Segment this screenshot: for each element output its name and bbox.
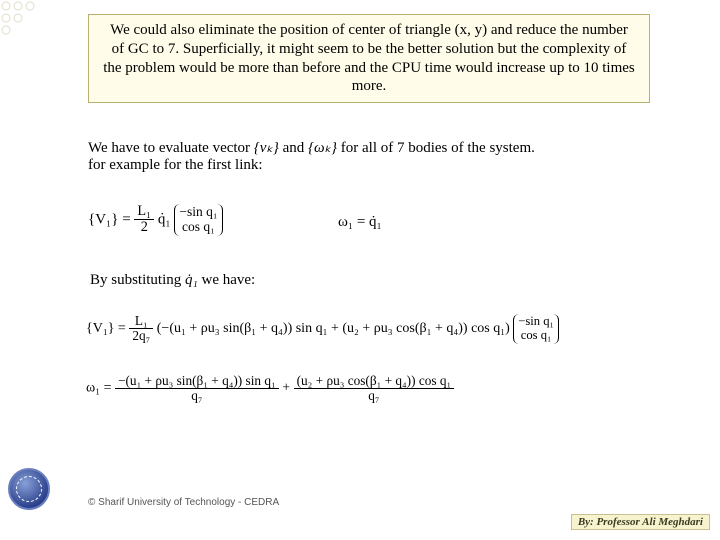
info-box: We could also eliminate the position of … (88, 14, 650, 103)
formula-omega1: ω₁ = q̇₁ (338, 214, 382, 231)
eval-part2: and (283, 140, 308, 156)
v1-qdot: q̇₁ (158, 211, 174, 227)
bigv-frac: L₁ 2q₇ (129, 314, 153, 343)
bigw-t2-num: (u₂ + ρu₃ cos(β₁ + q₄)) cos q₁ (294, 374, 455, 389)
bigv-middle: (−(u₁ + ρu₃ sin(β₁ + q₄)) sin q₁ + (u₂ +… (157, 321, 510, 336)
bigw-t2-den: q₇ (294, 389, 455, 403)
formula-v1: {V₁} = L₁ 2 q̇₁ −sin q₁ cos q₁ (88, 204, 223, 236)
bigw-frac1: −(u₁ + ρu₃ sin(β₁ + q₄)) sin q₁ q₇ (115, 374, 279, 403)
bigv-den: 2q₇ (129, 329, 153, 343)
evaluate-sentence: We have to evaluate vector {vₖ} and {ωₖ}… (88, 138, 648, 174)
eval-part1: We have to evaluate vector (88, 140, 254, 156)
v1-num: L₁ (134, 204, 154, 220)
info-box-text: We could also eliminate the position of … (103, 22, 635, 94)
vector-omega-symbol: {ωₖ} (308, 140, 337, 156)
substituting-line: By substituting q̇₁ we have: (90, 272, 255, 289)
subst-part1: By substituting (90, 272, 185, 288)
bigw-t1-num: −(u₁ + ρu₃ sin(β₁ + q₄)) sin q₁ (115, 374, 279, 389)
formula-v1-expanded: {V₁} = L₁ 2q₇ (−(u₁ + ρu₃ sin(β₁ + q₄)) … (86, 314, 559, 344)
subst-part2: we have: (202, 272, 256, 288)
formula-omega1-expanded: ω₁ = −(u₁ + ρu₃ sin(β₁ + q₄)) sin q₁ q₇ … (86, 374, 454, 403)
v1-row1: −sin q₁ (179, 205, 217, 220)
subst-symbol: q̇₁ (185, 272, 198, 288)
bigw-lhs: ω₁ = (86, 381, 115, 396)
university-logo (8, 468, 50, 510)
omega1-text: ω₁ = q̇₁ (338, 214, 382, 230)
bigv-row1: −sin q₁ (518, 315, 554, 329)
eval-part3: for all of 7 bodies of the system. (341, 140, 535, 156)
author-text: By: Professor Ali Meghdari (578, 516, 703, 528)
v1-den: 2 (134, 220, 154, 235)
vector-v-symbol: {vₖ} (254, 140, 279, 156)
corner-ornament (0, 0, 60, 60)
bigv-lhs: {V₁} = (86, 321, 129, 336)
v1-row2: cos q₁ (179, 220, 217, 235)
bigw-plus: + (282, 381, 293, 396)
bigv-num: L₁ (129, 314, 153, 329)
author-box: By: Professor Ali Meghdari (571, 514, 710, 530)
bigv-vector: −sin q₁ cos q₁ (513, 314, 559, 344)
copyright-text: © Sharif University of Technology - CEDR… (88, 497, 279, 508)
bigw-frac2: (u₂ + ρu₃ cos(β₁ + q₄)) cos q₁ q₇ (294, 374, 455, 403)
eval-part4: for example for the first link: (88, 157, 263, 173)
v1-frac: L₁ 2 (134, 204, 154, 235)
bigv-row2: cos q₁ (518, 329, 554, 343)
v1-vector: −sin q₁ cos q₁ (174, 204, 222, 236)
v1-lhs: {V₁} = (88, 211, 134, 227)
bigw-t1-den: q₇ (115, 389, 279, 403)
